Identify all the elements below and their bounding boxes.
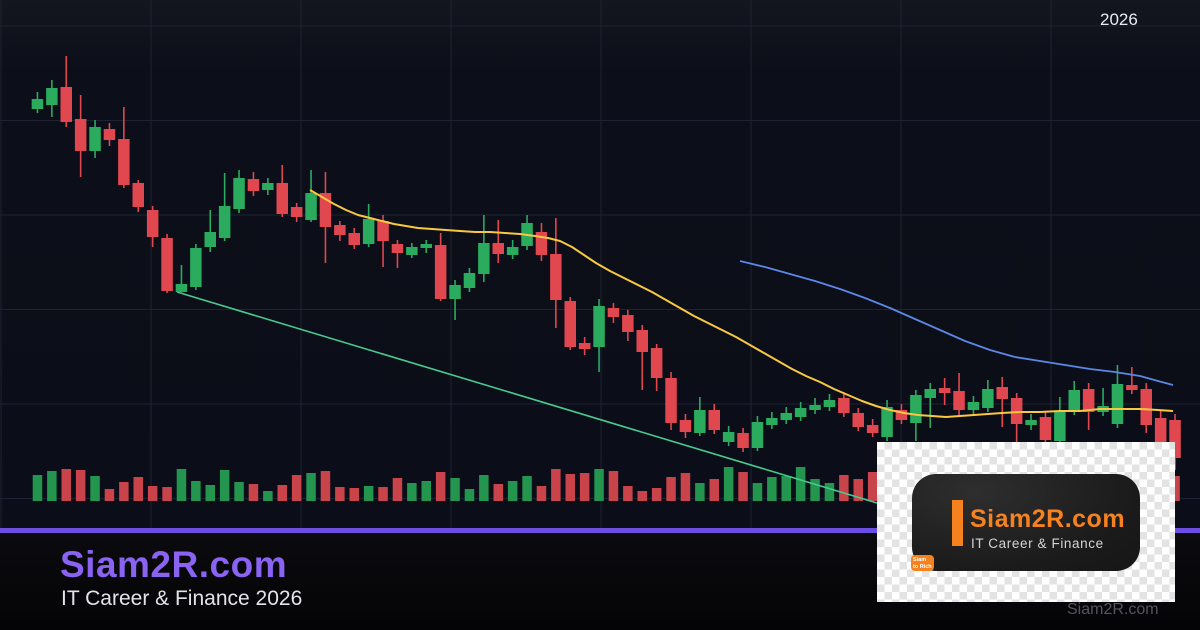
watermark-text: Siam2R.com <box>1067 601 1159 618</box>
candlestick-chart <box>0 0 1200 528</box>
divider-line <box>0 528 1200 533</box>
brand-card: Siam2R.com IT Career & Finance Siam to R… <box>911 474 1140 571</box>
transparency-checker-panel: Siam2R.com IT Career & Finance Siam to R… <box>877 442 1175 602</box>
siam-to-rich-badge: Siam to Rich <box>911 555 934 571</box>
card-subtitle: IT Career & Finance <box>971 536 1104 551</box>
badge-line-1: Siam <box>913 557 927 563</box>
badge-line-2: to Rich <box>913 563 932 570</box>
brand-title: Siam2R.com <box>60 544 288 585</box>
accent-bar <box>952 500 963 546</box>
brand-subtitle: IT Career & Finance 2026 <box>61 587 303 610</box>
year-label: 2026 <box>1100 10 1138 29</box>
card-title: Siam2R.com <box>970 505 1126 533</box>
